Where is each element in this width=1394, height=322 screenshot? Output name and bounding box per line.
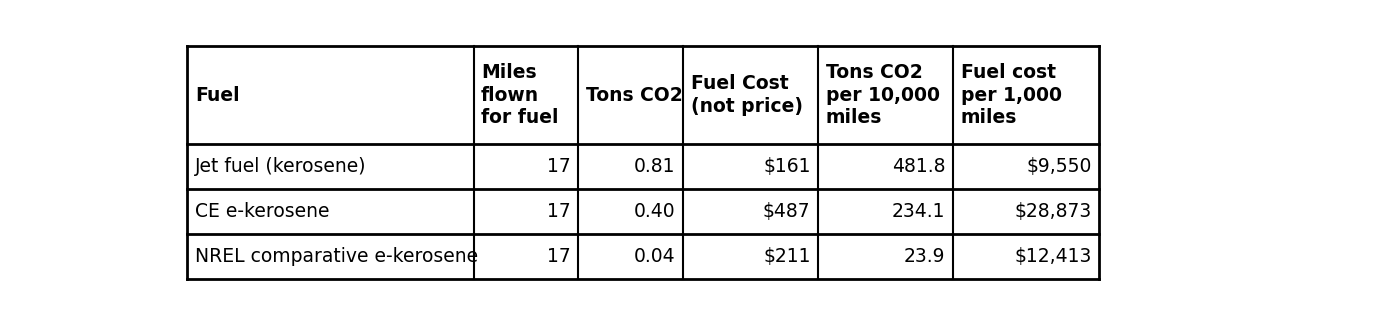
Text: $161: $161 bbox=[763, 157, 810, 176]
Text: $28,873: $28,873 bbox=[1015, 202, 1092, 221]
Text: Miles
flown
for fuel: Miles flown for fuel bbox=[481, 63, 559, 127]
Text: Jet fuel (kerosene): Jet fuel (kerosene) bbox=[195, 157, 367, 176]
Text: Tons CO2: Tons CO2 bbox=[585, 86, 683, 105]
Text: 17: 17 bbox=[546, 247, 570, 266]
Text: $487: $487 bbox=[763, 202, 810, 221]
Text: 17: 17 bbox=[546, 157, 570, 176]
Text: NREL comparative e-kerosene: NREL comparative e-kerosene bbox=[195, 247, 478, 266]
Text: 0.40: 0.40 bbox=[634, 202, 676, 221]
Text: 23.9: 23.9 bbox=[905, 247, 945, 266]
Text: Fuel cost
per 1,000
miles: Fuel cost per 1,000 miles bbox=[960, 63, 1062, 127]
Text: Fuel: Fuel bbox=[195, 86, 240, 105]
Text: Fuel Cost
(not price): Fuel Cost (not price) bbox=[690, 74, 803, 116]
Text: $211: $211 bbox=[763, 247, 810, 266]
Text: 17: 17 bbox=[546, 202, 570, 221]
Text: Tons CO2
per 10,000
miles: Tons CO2 per 10,000 miles bbox=[825, 63, 940, 127]
Text: 481.8: 481.8 bbox=[892, 157, 945, 176]
Text: 234.1: 234.1 bbox=[892, 202, 945, 221]
Text: 0.04: 0.04 bbox=[634, 247, 676, 266]
Text: CE e-kerosene: CE e-kerosene bbox=[195, 202, 329, 221]
Text: 0.81: 0.81 bbox=[634, 157, 676, 176]
Text: $12,413: $12,413 bbox=[1013, 247, 1092, 266]
Text: $9,550: $9,550 bbox=[1026, 157, 1092, 176]
